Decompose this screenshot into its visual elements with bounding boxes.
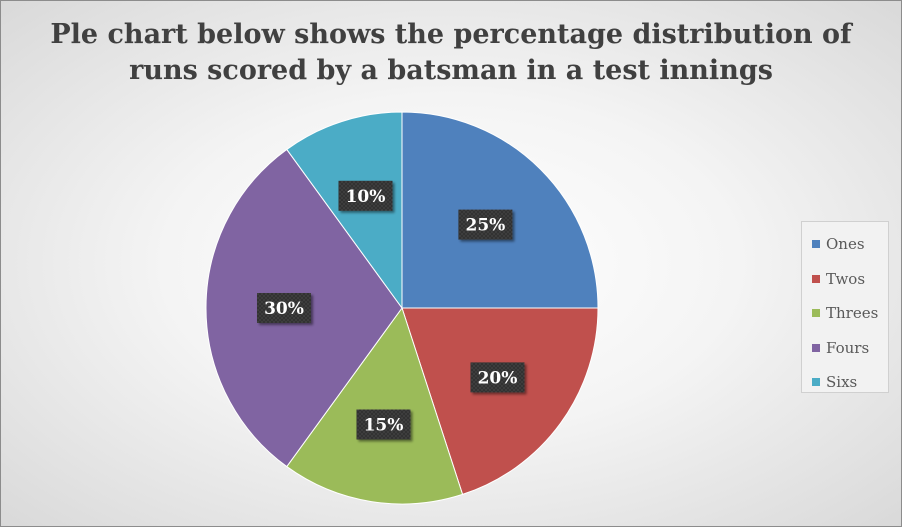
legend-swatch-twos xyxy=(812,274,820,283)
legend-swatch-ones xyxy=(812,240,820,249)
legend-swatch-threes xyxy=(812,309,820,318)
data-label-twos: 20% xyxy=(470,362,525,393)
legend-item-sixs: Sixs xyxy=(802,365,888,400)
data-label-text-sixs: 10% xyxy=(346,187,386,207)
legend-item-fours: Fours xyxy=(802,331,888,366)
data-label-sixs: 10% xyxy=(338,180,393,211)
data-label-box-threes xyxy=(356,409,411,440)
data-label-text-fours: 30% xyxy=(264,299,304,319)
legend-item-ones: Ones xyxy=(802,227,888,262)
pie-slice-twos xyxy=(401,307,599,496)
data-label-box-ones xyxy=(458,209,513,240)
legend: Ones Twos Threes Fours Sixs xyxy=(801,221,889,393)
data-label-threes: 15% xyxy=(356,409,411,440)
legend-swatch-fours xyxy=(812,343,820,352)
chart-title-line-2: runs scored by a batsman in a test innin… xyxy=(129,55,773,86)
data-label-text-threes: 15% xyxy=(364,416,404,436)
chart-title: Ple chart below shows the percentage dis… xyxy=(1,17,901,89)
pie-slice-threes xyxy=(286,306,464,505)
legend-item-threes: Threes xyxy=(802,296,888,331)
data-label-ones: 25% xyxy=(458,209,513,240)
data-label-box-fours xyxy=(257,293,311,323)
legend-item-twos: Twos xyxy=(802,262,888,297)
data-label-box-sixs xyxy=(338,180,393,211)
data-label-box-twos xyxy=(470,362,525,393)
legend-label-fours: Fours xyxy=(826,338,870,357)
legend-label-sixs: Sixs xyxy=(826,373,858,392)
legend-label-threes: Threes xyxy=(826,304,879,323)
chart-title-line-1: Ple chart below shows the percentage dis… xyxy=(50,19,852,50)
data-label-text-twos: 20% xyxy=(478,368,518,388)
data-label-text-ones: 25% xyxy=(465,216,505,236)
legend-swatch-sixs xyxy=(812,378,820,387)
legend-label-twos: Twos xyxy=(826,269,866,288)
data-label-fours: 30% xyxy=(257,293,311,323)
legend-label-ones: Ones xyxy=(826,235,865,254)
